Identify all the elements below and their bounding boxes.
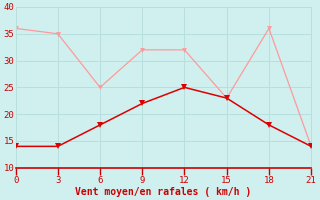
X-axis label: Vent moyen/en rafales ( km/h ): Vent moyen/en rafales ( km/h ): [75, 187, 252, 197]
